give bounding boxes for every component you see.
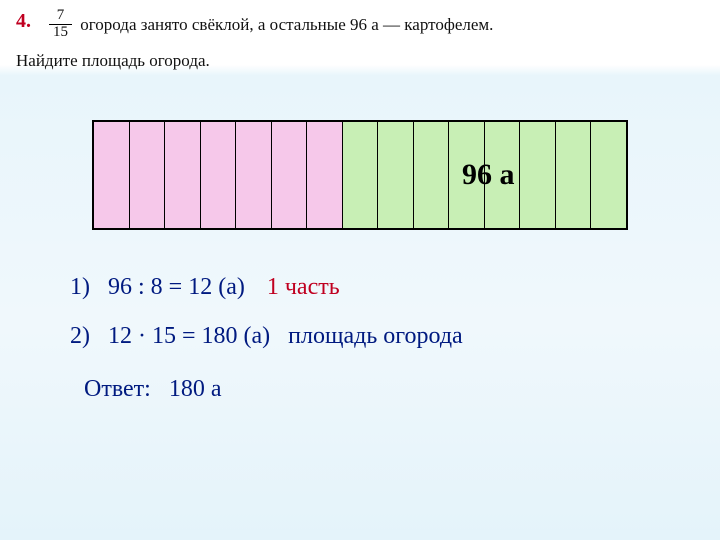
bar-cell-pink [130, 122, 166, 228]
solution-step-2: 2) 12 · 15 = 180 (а) площадь огорода [70, 323, 720, 350]
page-root: 4. 7 15 огорода занято свёклой, а осталь… [0, 0, 720, 540]
answer-line: Ответ: 180 а [70, 376, 720, 403]
solution-step-1: 1) 96 : 8 = 12 (а) 1 часть [70, 274, 720, 301]
step2-desc: площадь огорода [288, 323, 463, 349]
bar-cell-pink [307, 122, 343, 228]
problem-header: 4. 7 15 огорода занято свёклой, а осталь… [0, 0, 720, 75]
bar-cell-green [378, 122, 414, 228]
bar-cell-pink [236, 122, 272, 228]
step2-num: 2) [70, 323, 90, 349]
bar-cell-green [414, 122, 450, 228]
bar-cell-green [343, 122, 379, 228]
bar-cell-pink [94, 122, 130, 228]
bar-cell-green [520, 122, 556, 228]
bar-cell-pink [201, 122, 237, 228]
fraction: 7 15 [49, 8, 72, 41]
bar-cell-green [591, 122, 626, 228]
problem-text: 7 15 огорода занято свёклой, а остальные… [16, 10, 704, 75]
fraction-bar-diagram: 96 а [92, 120, 628, 230]
bar-cell-green [556, 122, 592, 228]
bar-cell-pink [165, 122, 201, 228]
answer-value: 180 а [169, 376, 222, 402]
green-region-label: 96 а [462, 158, 515, 192]
step1-num: 1) [70, 274, 90, 300]
problem-line1: огорода занято свёклой, а остальные 96 а… [76, 15, 493, 34]
bar-container [92, 120, 628, 230]
fraction-denominator: 15 [49, 25, 72, 41]
answer-label: Ответ: [84, 376, 151, 402]
step1-expr: 96 : 8 = 12 (а) [108, 274, 245, 300]
problem-line2: Найдите площадь огорода. [16, 47, 704, 76]
bar-cell-pink [272, 122, 308, 228]
solution-block: 1) 96 : 8 = 12 (а) 1 часть 2) 12 · 15 = … [70, 274, 720, 403]
step1-desc: 1 часть [267, 274, 340, 300]
problem-number: 4. [16, 10, 31, 33]
step2-expr: 12 · 15 = 180 (а) [108, 323, 270, 349]
fraction-numerator: 7 [49, 8, 72, 25]
